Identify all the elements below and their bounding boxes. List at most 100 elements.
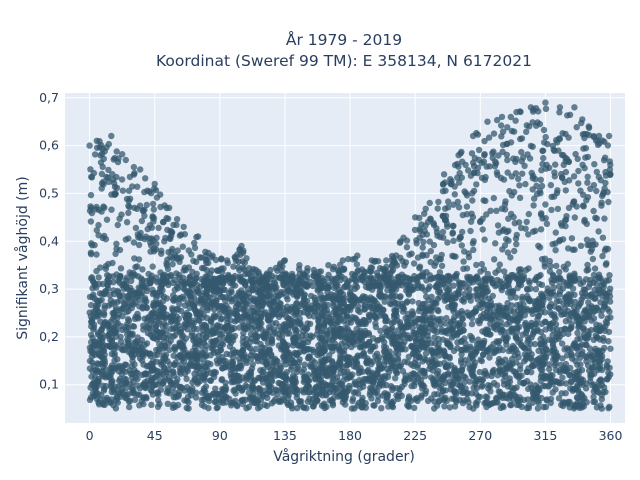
data-point	[492, 240, 499, 247]
data-point	[473, 261, 480, 269]
data-point	[596, 358, 604, 365]
data-point	[292, 329, 300, 337]
data-point	[507, 254, 514, 261]
data-point	[578, 379, 585, 386]
data-point	[247, 314, 254, 321]
data-point	[114, 389, 122, 396]
data-point	[422, 305, 429, 313]
data-point	[118, 380, 125, 388]
data-point	[295, 359, 303, 366]
data-point	[164, 265, 172, 273]
data-point	[409, 350, 417, 358]
data-point	[129, 330, 136, 337]
data-point	[134, 263, 141, 270]
data-point	[428, 395, 435, 402]
data-point	[92, 280, 99, 287]
data-point	[555, 275, 562, 282]
data-point	[147, 352, 154, 360]
data-point	[257, 310, 264, 317]
data-point	[604, 376, 611, 383]
data-point	[212, 337, 219, 344]
data-point	[150, 218, 157, 225]
data-point	[234, 349, 241, 356]
data-point	[141, 341, 149, 348]
data-point	[184, 393, 192, 401]
data-point	[139, 371, 146, 379]
data-point	[213, 267, 221, 274]
data-point	[217, 278, 224, 285]
data-point	[176, 341, 184, 348]
data-point	[148, 190, 155, 197]
data-point	[285, 286, 292, 294]
data-point	[168, 229, 175, 236]
data-point	[149, 334, 156, 341]
data-point	[493, 394, 501, 401]
data-point	[169, 261, 176, 268]
data-point	[539, 362, 547, 369]
data-point	[598, 381, 606, 389]
data-point	[270, 298, 277, 305]
data-point	[348, 405, 356, 412]
data-point	[368, 395, 375, 402]
data-point	[504, 249, 512, 256]
data-point	[584, 179, 591, 186]
data-point	[463, 203, 471, 210]
data-point	[586, 345, 594, 352]
data-point	[444, 223, 451, 230]
data-point	[86, 344, 94, 351]
data-point	[203, 342, 210, 349]
data-point	[451, 395, 458, 402]
data-point	[546, 365, 553, 373]
data-point	[527, 355, 534, 362]
data-point	[458, 242, 465, 249]
data-point	[165, 248, 172, 256]
data-point	[422, 350, 430, 357]
data-point	[383, 263, 390, 271]
data-point	[461, 290, 468, 298]
data-point	[239, 347, 246, 355]
data-point	[383, 397, 390, 405]
data-point	[255, 385, 263, 392]
data-point	[114, 221, 122, 229]
data-point	[522, 266, 530, 274]
data-point	[450, 253, 458, 260]
data-point	[405, 397, 412, 404]
data-point	[368, 264, 376, 272]
data-point	[86, 365, 94, 372]
data-point	[129, 345, 137, 353]
data-point	[137, 291, 145, 298]
data-point	[346, 374, 353, 381]
data-point	[456, 233, 464, 241]
data-point	[293, 387, 301, 394]
data-point	[577, 361, 584, 368]
data-point	[305, 354, 313, 362]
data-point	[511, 352, 518, 359]
data-point	[269, 320, 276, 327]
data-point	[568, 345, 575, 352]
data-point	[153, 358, 160, 365]
data-point	[184, 326, 191, 333]
data-point	[172, 332, 179, 339]
data-point	[185, 399, 192, 406]
data-point	[587, 374, 594, 381]
data-point	[433, 229, 441, 236]
data-point	[178, 366, 185, 373]
data-point	[205, 395, 212, 402]
data-point	[379, 379, 386, 386]
data-point	[211, 314, 218, 321]
data-point	[495, 339, 502, 346]
data-point	[159, 370, 166, 377]
data-point	[98, 150, 106, 157]
data-point	[602, 388, 609, 396]
data-point	[453, 373, 461, 380]
data-point	[425, 285, 432, 293]
data-point	[591, 307, 598, 315]
data-point	[153, 328, 160, 335]
data-point	[134, 334, 141, 341]
data-point	[257, 367, 264, 374]
data-point	[232, 372, 239, 380]
data-point	[204, 306, 211, 314]
data-point	[310, 367, 318, 374]
data-point	[438, 328, 446, 335]
data-point	[134, 183, 141, 190]
